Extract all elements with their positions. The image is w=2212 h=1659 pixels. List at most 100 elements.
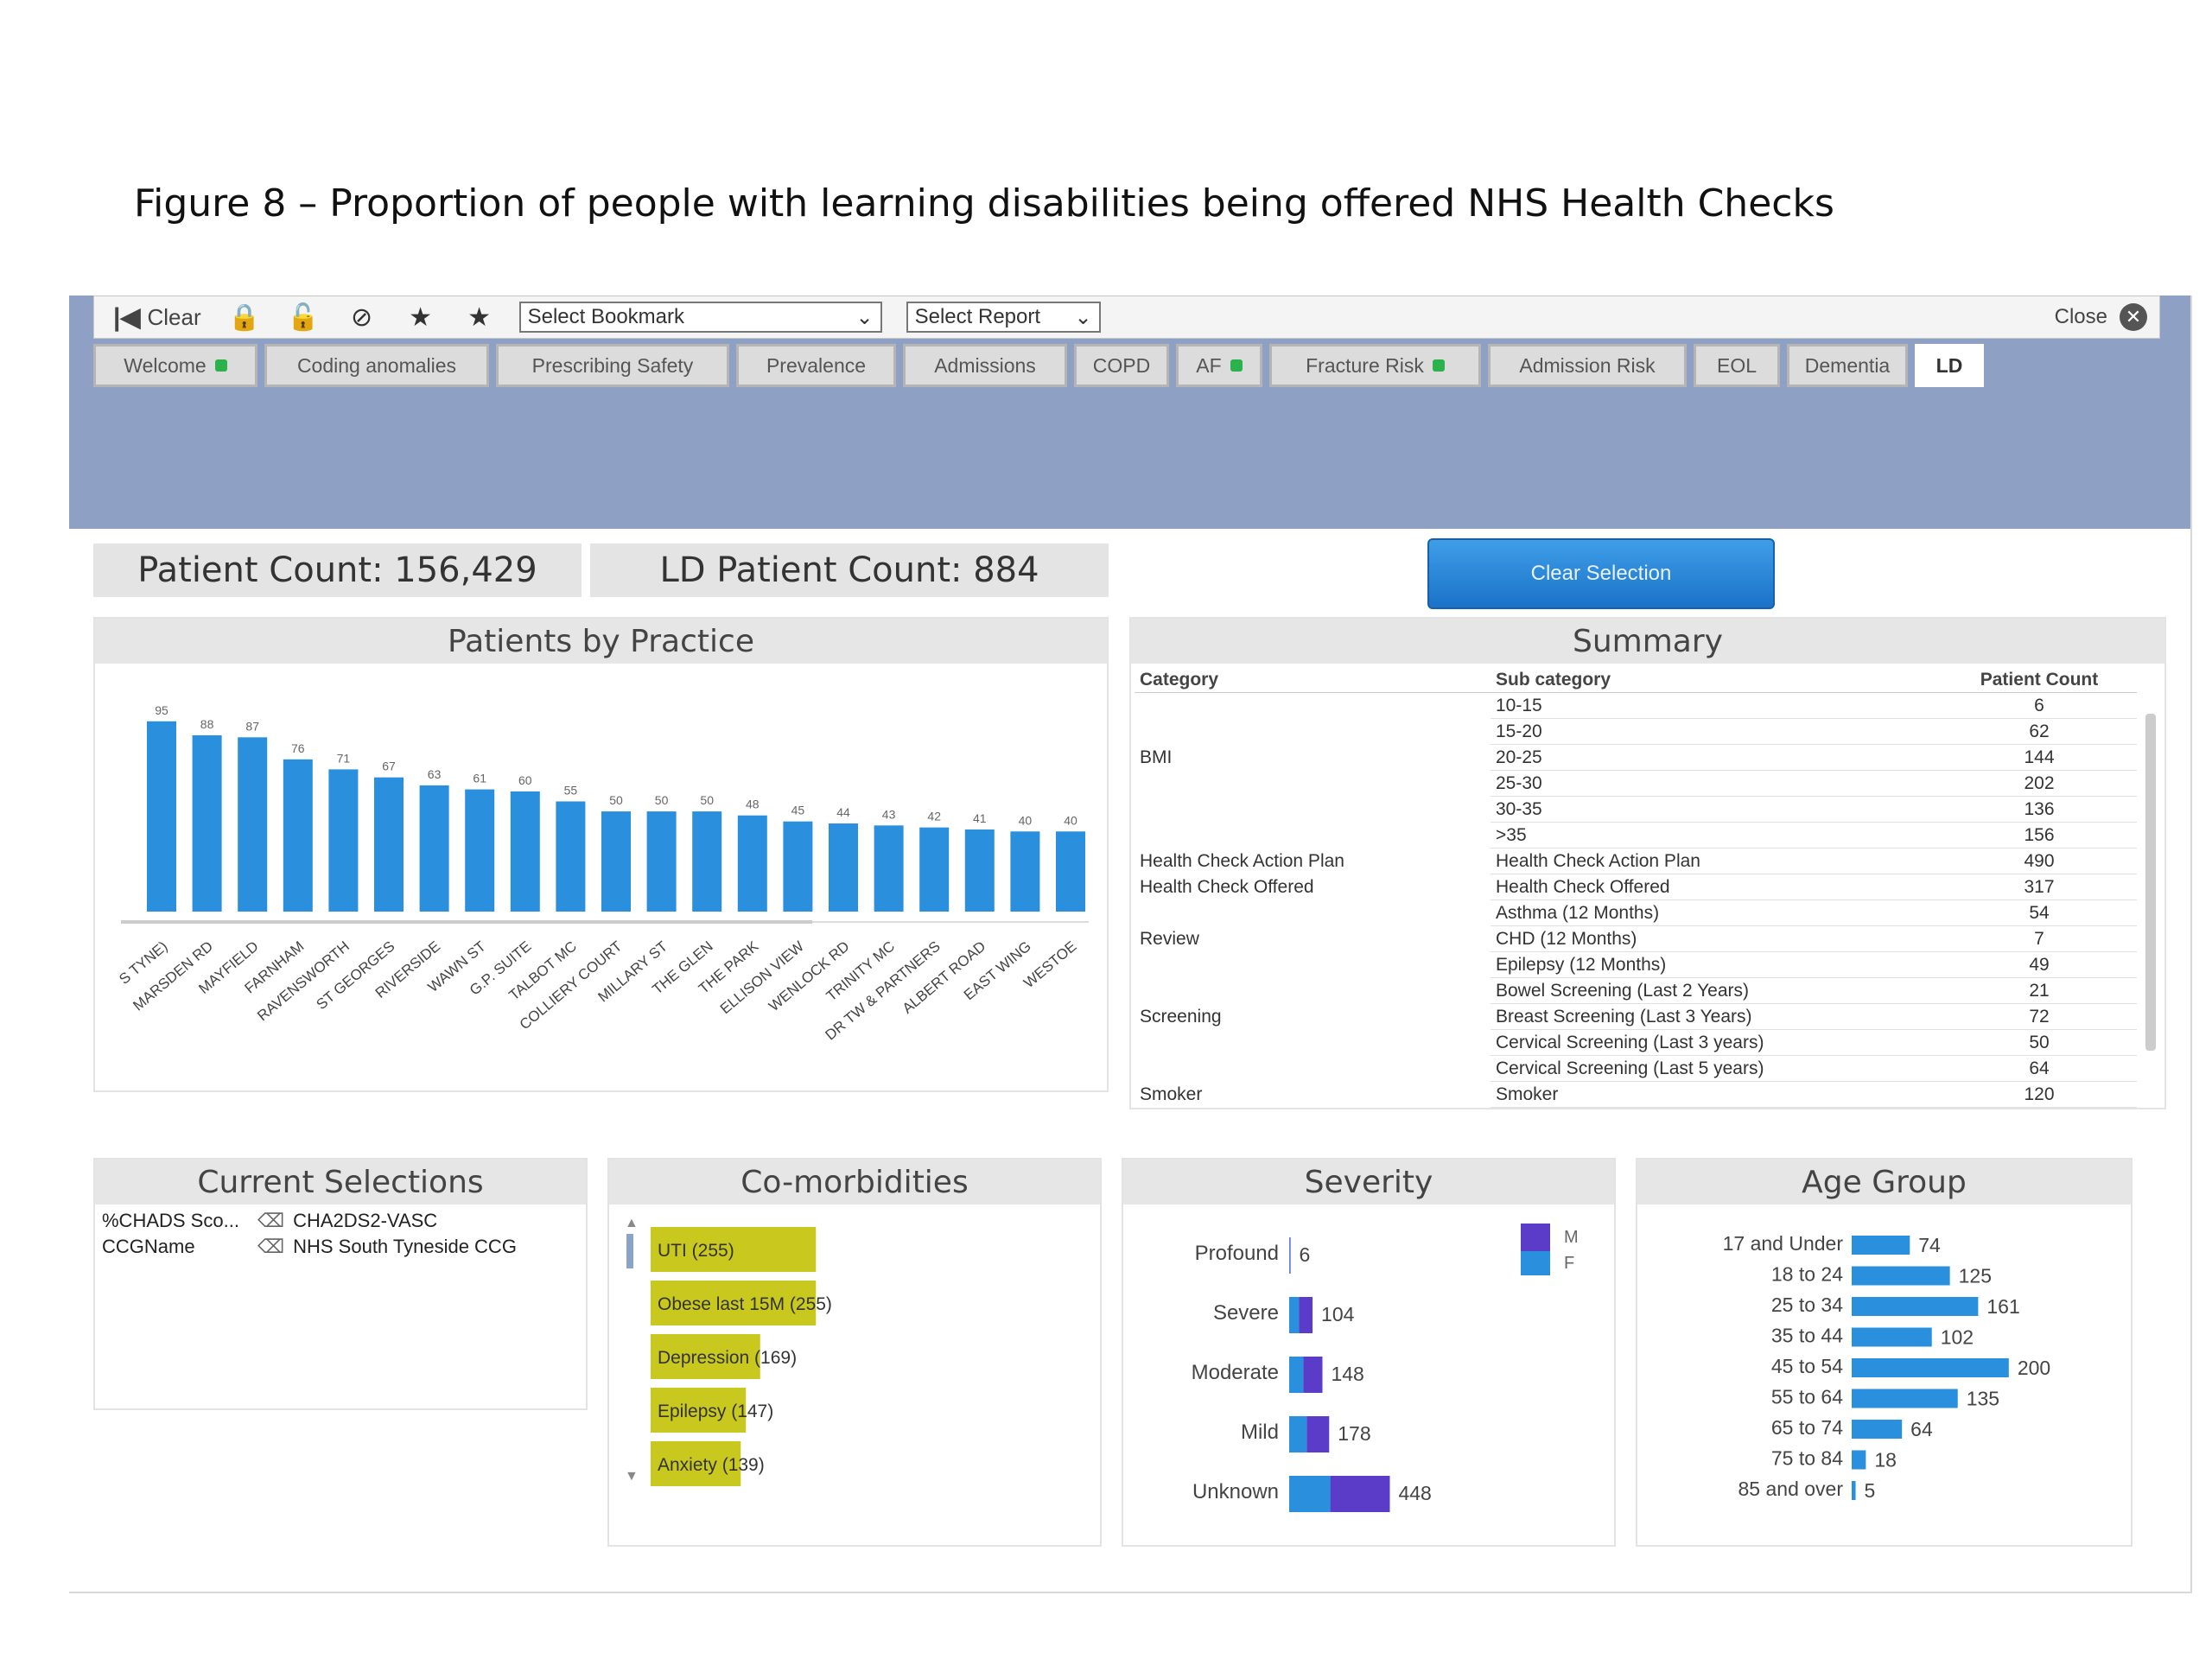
table-row[interactable]: Bowel Screening (Last 2 Years) 21 [1135, 977, 2137, 1004]
table-row[interactable]: 30-35 136 [1135, 796, 2137, 823]
practice-panel: Patients by Practice 95 S TYNE) 88 MARSDEN … [93, 617, 1109, 1092]
table-row[interactable]: Health Check Action Plan Health Check Act… [1135, 848, 2137, 874]
star-remove-icon[interactable]: ★ [467, 302, 492, 332]
bar-value-label: 40 [1064, 813, 1077, 827]
severity-bar-m[interactable] [1289, 1237, 1291, 1274]
age-bar[interactable] [1852, 1358, 2009, 1377]
severity-bar-m[interactable] [1303, 1357, 1323, 1393]
severity-bar-m[interactable] [1299, 1297, 1313, 1333]
practice-bar[interactable] [829, 823, 858, 912]
severity-bar-f[interactable] [1289, 1237, 1290, 1274]
summary-cell-sub: Bowel Screening (Last 2 Years) [1491, 977, 1942, 1004]
table-row[interactable]: 25-30 202 [1135, 770, 2137, 797]
report-select[interactable]: Select Report ⌄ [906, 302, 1101, 333]
star-add-icon[interactable]: ★ [409, 302, 433, 332]
table-row[interactable]: Health Check Offered Health Check Offered… [1135, 874, 2137, 900]
practice-bar[interactable] [192, 735, 222, 912]
comorbidity-bar[interactable] [651, 1441, 741, 1486]
tab-af[interactable]: AF [1176, 344, 1262, 387]
clear-selection-button[interactable]: Clear Selection [1427, 538, 1775, 609]
selection-item[interactable]: %CHADS Sco... ⌫ CHA2DS2-VASC [102, 1208, 517, 1234]
age-bar[interactable] [1852, 1327, 1932, 1347]
practice-bar[interactable] [874, 825, 904, 912]
eraser-icon[interactable]: ⌫ [257, 1236, 285, 1257]
practice-bar[interactable] [556, 801, 586, 912]
severity-bar-m[interactable] [1330, 1476, 1390, 1512]
tab-ld[interactable]: LD [1915, 344, 1984, 387]
practice-bar[interactable] [1056, 831, 1085, 912]
practice-bar[interactable] [1010, 831, 1040, 912]
tab-admissions[interactable]: Admissions [903, 344, 1067, 387]
bar-value-label: 61 [473, 772, 486, 785]
comorbidity-bar[interactable] [651, 1227, 817, 1272]
unlock-icon[interactable]: 🔓 [286, 302, 320, 332]
practice-bar[interactable] [283, 759, 313, 912]
age-bar[interactable] [1852, 1481, 1856, 1500]
eraser-icon[interactable]: ⌫ [257, 1210, 285, 1231]
tab-coding-anomalies[interactable]: Coding anomalies [264, 344, 489, 387]
practice-bar[interactable] [737, 815, 767, 912]
table-row[interactable]: >35 156 [1135, 822, 2137, 849]
table-row[interactable]: Review CHD (12 Months) 7 [1135, 925, 2137, 952]
practice-bar[interactable] [919, 827, 950, 912]
age-bar[interactable] [1852, 1297, 1979, 1316]
severity-label: Moderate [1192, 1361, 1279, 1384]
practice-bar[interactable] [238, 737, 268, 912]
scroll-down-icon[interactable]: ▼ [625, 1469, 639, 1484]
no-entry-icon[interactable]: ⊘ [351, 302, 373, 332]
practice-bar[interactable] [419, 785, 449, 912]
practice-bar[interactable] [374, 777, 404, 912]
summary-cell-sub: Health Check Offered [1491, 874, 1942, 900]
severity-bar-f[interactable] [1289, 1476, 1331, 1512]
scrollbar-thumb[interactable] [626, 1234, 633, 1268]
age-bar[interactable] [1852, 1420, 1903, 1439]
severity-bar-f[interactable] [1289, 1297, 1300, 1333]
age-bar[interactable] [1852, 1389, 1958, 1408]
selection-item[interactable]: CCGName ⌫ NHS South Tyneside CCG [102, 1234, 517, 1260]
summary-scrollbar[interactable] [2145, 714, 2156, 1051]
severity-bar-f[interactable] [1289, 1357, 1304, 1393]
lock-icon[interactable]: 🔒 [227, 302, 261, 332]
clear-button[interactable]: |◀ Clear [113, 302, 201, 333]
tab-prevalence[interactable]: Prevalence [736, 344, 896, 387]
practice-bar[interactable] [783, 821, 813, 912]
tab-fracture-risk[interactable]: Fracture Risk [1269, 344, 1481, 387]
practice-bar[interactable] [692, 811, 722, 912]
tab-dementia[interactable]: Dementia [1787, 344, 1908, 387]
tab-copd[interactable]: COPD [1074, 344, 1169, 387]
age-bar[interactable] [1852, 1236, 1910, 1255]
practice-bar[interactable] [964, 829, 995, 912]
table-row[interactable]: 10-15 6 [1135, 692, 2137, 719]
tab-eol[interactable]: EOL [1694, 344, 1780, 387]
severity-bar-f[interactable] [1289, 1416, 1307, 1452]
practice-bar[interactable] [601, 811, 631, 912]
practice-bar[interactable] [465, 789, 495, 912]
table-row[interactable]: BMI 20-25 144 [1135, 744, 2137, 771]
table-row[interactable]: Asthma (12 Months) 54 [1135, 899, 2137, 926]
tab-prescribing-safety[interactable]: Prescribing Safety [496, 344, 729, 387]
tab-admission-risk[interactable]: Admission Risk [1488, 344, 1687, 387]
age-bar[interactable] [1852, 1450, 1866, 1470]
comorbidity-bar[interactable] [651, 1334, 760, 1379]
tab-label: EOL [1716, 353, 1758, 377]
age-bar[interactable] [1852, 1266, 1950, 1286]
close-button[interactable]: Close ✕ [2055, 303, 2147, 331]
table-row[interactable]: Cervical Screening (Last 5 years) 64 [1135, 1055, 2137, 1082]
severity-panel: Severity Profound 6 Severe 104 Moderate 148 Mi… [1122, 1158, 1616, 1547]
table-row[interactable]: Cervical Screening (Last 3 years) 50 [1135, 1029, 2137, 1056]
table-row[interactable]: Screening Breast Screening (Last 3 Years)… [1135, 1003, 2137, 1030]
practice-bar[interactable] [328, 769, 359, 912]
practice-bar[interactable] [147, 721, 176, 912]
comorbidity-bar[interactable] [651, 1388, 747, 1433]
comorbidity-bar[interactable] [651, 1281, 817, 1325]
bookmark-select[interactable]: Select Bookmark ⌄ [518, 302, 882, 333]
severity-bar-m[interactable] [1306, 1416, 1330, 1452]
practice-bar[interactable] [510, 791, 540, 912]
scroll-up-icon[interactable]: ▲ [625, 1216, 639, 1230]
tab-welcome[interactable]: Welcome [93, 344, 257, 387]
practice-bar[interactable] [646, 811, 677, 912]
table-row[interactable]: Smoker Smoker 120 [1135, 1081, 2137, 1108]
table-row[interactable]: Epilepsy (12 Months) 49 [1135, 951, 2137, 978]
summary-cell-category [1135, 797, 1491, 823]
table-row[interactable]: 15-20 62 [1135, 718, 2137, 745]
